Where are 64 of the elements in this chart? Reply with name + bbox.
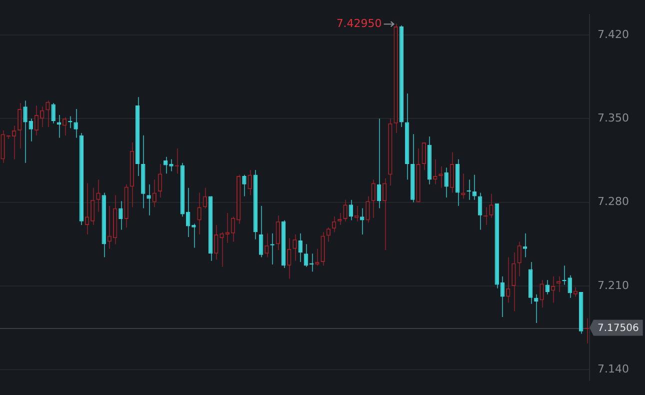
candlestick [169, 158, 174, 172]
candlestick [534, 294, 538, 324]
candlestick [522, 232, 528, 258]
candlestick [56, 114, 62, 138]
candlestick [264, 232, 269, 258]
candlestick [422, 142, 426, 171]
candlestick [34, 104, 39, 136]
candlestick [197, 192, 202, 236]
candlestick [158, 164, 162, 198]
candlestick [230, 216, 236, 242]
candlestick [298, 232, 302, 263]
ref-line-label: 7.17506 [598, 322, 639, 334]
candlestick [315, 248, 320, 266]
candlestick [568, 274, 572, 298]
candlestick [450, 152, 454, 194]
candlestick [74, 108, 78, 138]
candlestick [28, 118, 33, 142]
candlestick [292, 234, 297, 262]
candlestick [248, 170, 252, 196]
candlestick [343, 199, 348, 222]
candlestick [225, 212, 230, 244]
candlestick [517, 241, 522, 277]
candlestick [242, 174, 246, 197]
candlestick [152, 179, 156, 208]
y-tick-label: 7.420 [598, 28, 630, 41]
candlestick [96, 179, 100, 212]
candlestick [438, 166, 443, 188]
candlestick [0, 130, 5, 164]
y-tick-label: 7.140 [598, 362, 630, 376]
candlestick [51, 102, 56, 124]
candlestick [220, 232, 224, 268]
annotation: 7.42950 [336, 16, 382, 30]
candlestick [461, 173, 466, 200]
candlestick [258, 205, 264, 258]
candlestick [444, 167, 448, 198]
candlestick [354, 205, 359, 222]
candlestick [18, 102, 22, 149]
candlestick [348, 199, 354, 221]
candlestick [472, 174, 477, 200]
candlestick [540, 279, 544, 308]
candlestick [382, 178, 387, 251]
candlestick [478, 192, 482, 230]
candlestick [23, 100, 28, 164]
candlestick [326, 226, 331, 242]
candlestick [118, 200, 123, 230]
y-tick-label: 7.280 [598, 195, 630, 208]
candlestick [214, 224, 218, 260]
candlestick [62, 116, 67, 136]
candlestick [489, 193, 494, 218]
candlestick [512, 252, 516, 312]
candlestick [146, 184, 151, 216]
candlestick [192, 223, 196, 248]
candlestick [371, 179, 376, 218]
candlestick [90, 187, 95, 226]
candlestick [556, 276, 561, 292]
candlestick [338, 212, 342, 226]
candlestick [573, 286, 578, 298]
candlestick [40, 106, 44, 128]
y-tick-label: 7.210 [598, 278, 630, 292]
candlestick [366, 196, 370, 224]
candlestick [84, 182, 90, 236]
candlestick [46, 100, 50, 128]
candlestick [276, 214, 280, 251]
y-tick-label: 7.350 [598, 111, 630, 124]
